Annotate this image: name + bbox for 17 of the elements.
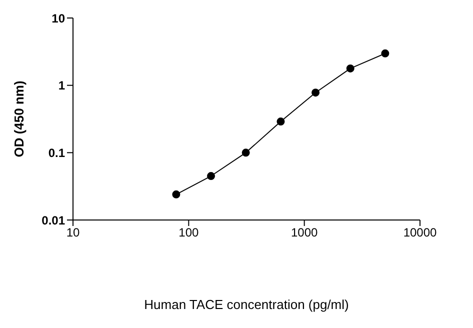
- point: [242, 148, 250, 157]
- y-tick-label: 10: [52, 11, 66, 26]
- x-tick-label: 10000: [403, 226, 438, 240]
- point: [276, 118, 285, 126]
- x-axis-title: Human TACE concentration (pg/ml): [144, 297, 349, 312]
- point: [346, 64, 354, 72]
- y-axis-title: OD (450 nm): [12, 80, 27, 158]
- y-tick-label: 0.1: [48, 146, 66, 160]
- point: [172, 190, 180, 198]
- point: [312, 88, 320, 97]
- y-tick-label: 1: [58, 78, 66, 93]
- x-tick-label: 10: [66, 226, 80, 240]
- x-tick-label: 100: [178, 226, 199, 240]
- x-tick-label: 1000: [290, 226, 318, 240]
- point: [381, 49, 390, 58]
- y-tick-label: 0.01: [42, 213, 66, 228]
- point: [207, 172, 216, 180]
